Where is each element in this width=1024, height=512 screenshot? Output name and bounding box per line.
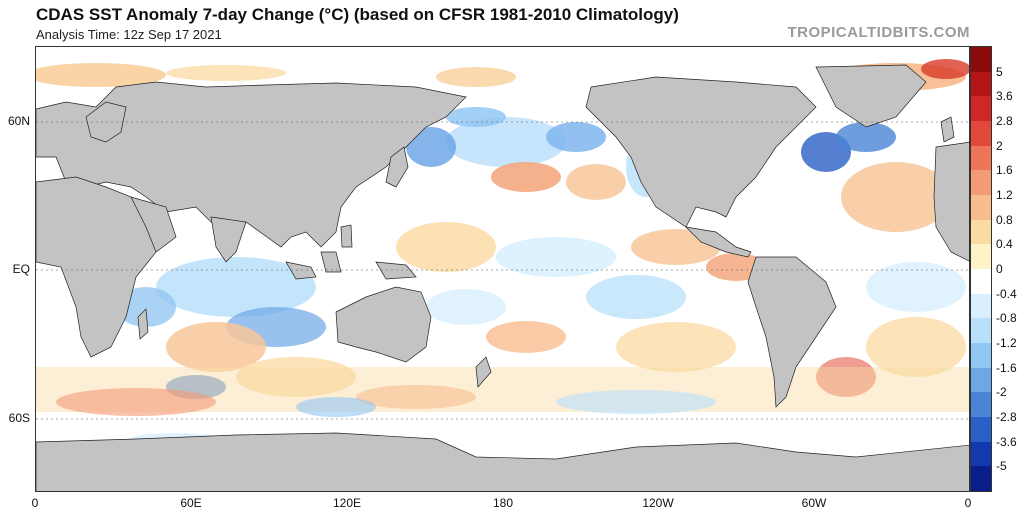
north-america xyxy=(585,76,817,228)
antarctica xyxy=(36,432,969,491)
colorbar-tick-label: 0.8 xyxy=(996,212,1013,227)
colorbar-segment xyxy=(971,417,991,443)
lon-label-60w: 60W xyxy=(801,496,827,510)
australia xyxy=(335,286,432,363)
colorbar-segment xyxy=(971,47,991,73)
watermark: TROPICALTIDBITS.COM xyxy=(787,24,970,41)
colorbar-segment xyxy=(971,145,991,171)
lon-label-120e: 120E xyxy=(332,496,362,510)
colorbar-segment xyxy=(971,318,991,344)
colorbar-tick-label: 0 xyxy=(996,262,1003,276)
south-america xyxy=(747,256,837,408)
colorbar-segment xyxy=(971,343,991,369)
lon-label-60e: 60E xyxy=(180,496,202,510)
sumatra xyxy=(285,261,317,280)
colorbar-tick-label: 0.4 xyxy=(996,237,1013,252)
lat-label-eq: EQ xyxy=(12,262,30,276)
colorbar-segment xyxy=(971,121,991,147)
colorbar-tick-label: -0.4 xyxy=(996,286,1017,301)
colorbar-tick-label: 5 xyxy=(996,64,1003,79)
colorbar-tick-label: 1.6 xyxy=(996,163,1013,178)
map-title: CDAS SST Anomaly 7-day Change (°C) (base… xyxy=(36,5,679,24)
colorbar-segment xyxy=(971,441,991,467)
colorbar-tick-label: -2 xyxy=(996,385,1007,400)
colorbar-tick-label: 2 xyxy=(996,138,1003,153)
lon-label-0-left: 0 xyxy=(31,496,39,510)
map-panel xyxy=(35,46,970,492)
lat-label-60s: 60S xyxy=(8,411,30,425)
greenland xyxy=(815,64,927,128)
colorbar-segment xyxy=(971,367,991,393)
new-guinea xyxy=(375,261,417,280)
colorbar-segment xyxy=(971,269,991,295)
lat-label-60n: 60N xyxy=(7,114,30,128)
colorbar-segment xyxy=(971,244,991,270)
lon-label-0-right: 0 xyxy=(964,496,972,510)
colorbar-segment xyxy=(971,96,991,122)
sst-anomaly-map xyxy=(36,47,969,491)
landmasses xyxy=(36,64,969,491)
africa xyxy=(36,176,157,358)
colorbar-tick-label: -3.6 xyxy=(996,434,1017,449)
colorbar-segment xyxy=(971,195,991,221)
colorbar-segment xyxy=(971,392,991,418)
central-america xyxy=(684,226,752,258)
colorbar-tick-label: -5 xyxy=(996,459,1007,474)
philippines xyxy=(340,224,353,248)
madagascar xyxy=(137,308,149,340)
colorbar-tick-label: 1.2 xyxy=(996,188,1013,202)
new-zealand xyxy=(475,356,492,388)
colorbar-tick-label: 3.6 xyxy=(996,89,1013,104)
lon-label-180: 180 xyxy=(492,496,514,510)
borneo xyxy=(320,251,342,273)
india xyxy=(210,216,247,263)
colorbar-tick-label: -2.8 xyxy=(996,410,1017,424)
japan xyxy=(385,146,409,188)
colorbar-segment xyxy=(971,466,991,492)
british-isles xyxy=(940,116,955,143)
colorbar-tick-label: -0.8 xyxy=(996,311,1017,326)
graticule xyxy=(36,121,969,420)
eurasia xyxy=(36,81,467,248)
colorbar-segment xyxy=(971,219,991,245)
colorbar-tick-label: -1.2 xyxy=(996,336,1017,350)
colorbar-tick-label: 2.8 xyxy=(996,114,1013,128)
colorbar-segment xyxy=(971,293,991,319)
analysis-time: Analysis Time: 12z Sep 17 2021 xyxy=(36,27,222,42)
colorbar-segment xyxy=(971,71,991,97)
lon-label-120w: 120W xyxy=(642,496,674,510)
colorbar-segment xyxy=(971,170,991,196)
west-africa-europe xyxy=(933,141,969,262)
colorbar-tick-label: -1.6 xyxy=(996,360,1017,375)
colorbar xyxy=(970,46,992,492)
